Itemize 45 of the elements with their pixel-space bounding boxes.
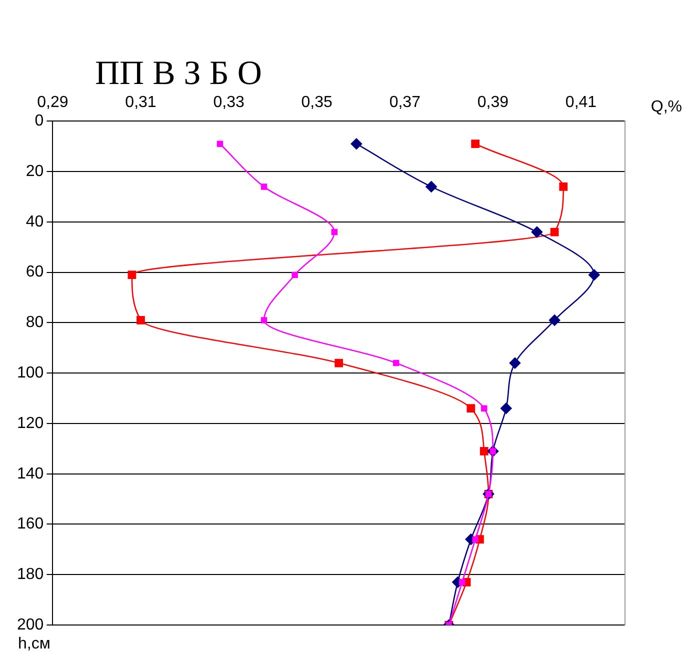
point — [466, 404, 476, 413]
y-axis-title: h,см — [18, 635, 50, 652]
y-tick-label: 20 — [26, 162, 44, 180]
y-tick-label: 200 — [16, 616, 44, 634]
point — [350, 138, 362, 150]
point — [292, 272, 298, 278]
y-tick-label: 80 — [26, 314, 44, 332]
point — [481, 405, 488, 412]
x-tick-label: 0,33 — [213, 94, 244, 112]
x-axis-title: Q,% — [650, 98, 682, 116]
y-tick-label: 40 — [26, 213, 44, 230]
y-tick-label: 0 — [34, 112, 44, 130]
x-tick-label: 0,29 — [37, 94, 68, 112]
point — [548, 314, 560, 326]
chart-title: ПП В З Б О — [95, 55, 262, 92]
point — [128, 270, 136, 280]
y-tick-label: 160 — [16, 516, 44, 533]
point — [472, 536, 478, 542]
point — [136, 316, 145, 324]
point — [426, 181, 437, 192]
point — [216, 140, 224, 147]
x-tick-label: 0,39 — [477, 94, 509, 112]
point — [588, 269, 600, 281]
point — [471, 140, 480, 148]
point — [260, 184, 268, 190]
point — [500, 402, 512, 414]
point — [509, 357, 521, 369]
point — [392, 360, 400, 366]
y-tick-label: 120 — [16, 414, 44, 432]
point — [480, 447, 488, 456]
x-tick-label: 0,35 — [301, 94, 333, 112]
y-tick-label: 60 — [26, 264, 44, 281]
x-tick-label: 0,41 — [565, 94, 597, 112]
point — [531, 226, 543, 238]
point — [458, 579, 466, 586]
point — [331, 228, 338, 236]
y-tick-label: 140 — [16, 465, 44, 482]
point — [559, 182, 568, 191]
x-tick-label: 0,31 — [125, 94, 156, 112]
y-tick-label: 100 — [16, 364, 44, 382]
point — [334, 358, 344, 368]
point — [260, 317, 268, 324]
y-tick-label: 180 — [16, 566, 44, 584]
x-tick-label: 0,37 — [389, 94, 421, 112]
point — [550, 228, 559, 236]
